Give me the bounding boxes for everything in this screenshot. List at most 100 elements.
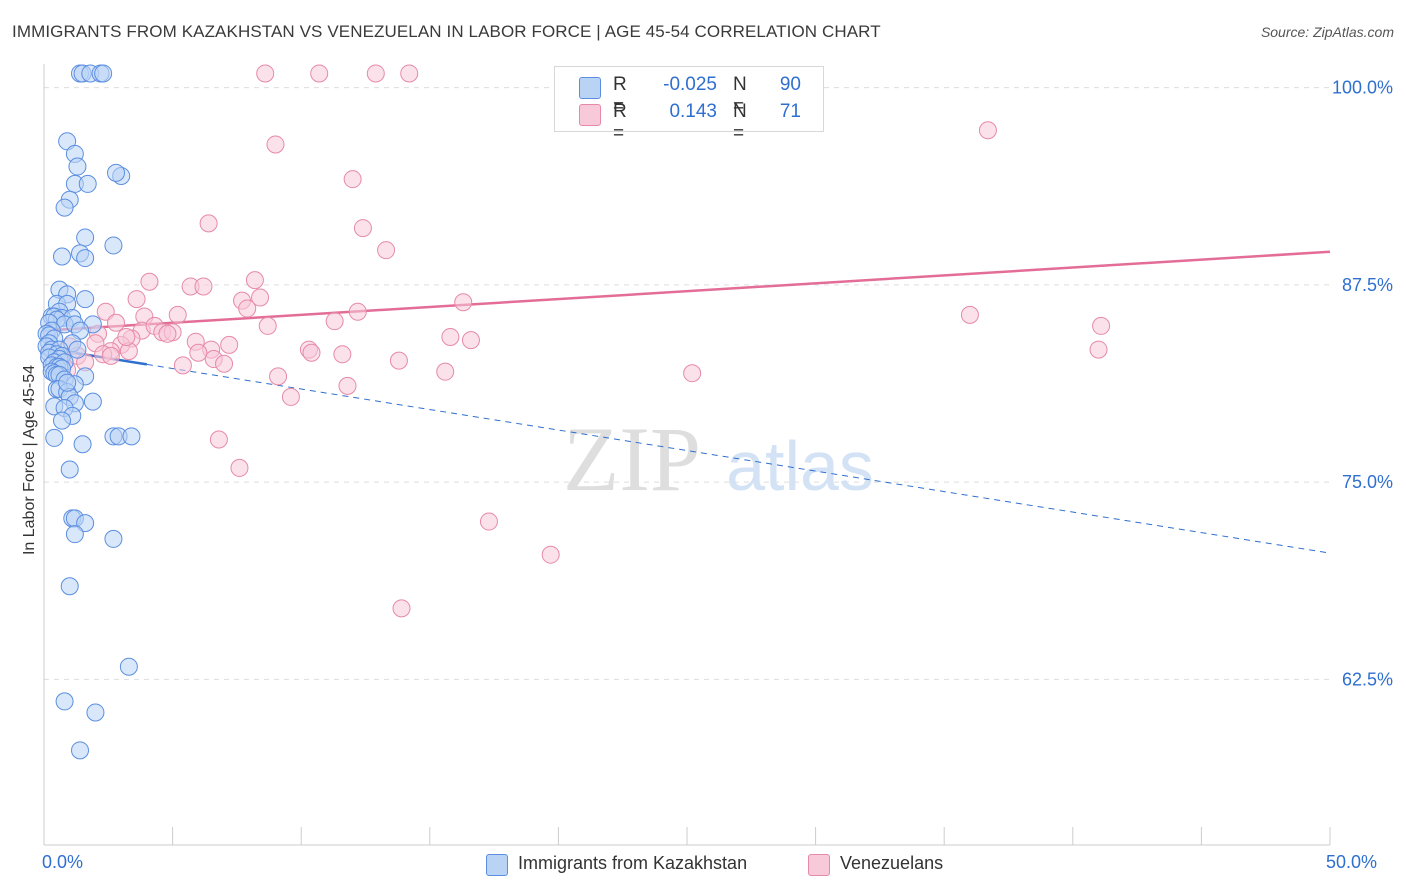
point-venezuelans	[1089, 340, 1108, 359]
point-venezuelans	[256, 64, 275, 83]
point-venezuelans	[281, 387, 300, 406]
point-venezuelans	[389, 351, 408, 370]
point-kazakhstan	[122, 427, 141, 446]
point-venezuelans	[220, 335, 239, 354]
point-venezuelans	[377, 241, 396, 260]
y-tick-label: 87.5%	[1342, 275, 1393, 295]
point-venezuelans	[454, 293, 473, 312]
point-venezuelans	[215, 354, 234, 373]
point-venezuelans	[960, 305, 979, 324]
stats-legend: R = -0.025 N = 90 R = 0.143 N = 71	[554, 66, 824, 144]
point-venezuelans	[348, 302, 367, 321]
point-venezuelans	[436, 362, 455, 381]
point-venezuelans	[168, 305, 187, 324]
point-kazakhstan	[45, 428, 64, 447]
point-kazakhstan	[104, 529, 123, 548]
point-kazakhstan	[76, 514, 95, 533]
point-venezuelans	[461, 331, 480, 350]
point-venezuelans	[238, 299, 257, 318]
point-venezuelans	[683, 364, 702, 383]
point-kazakhstan	[53, 411, 72, 430]
series-legend: Immigrants from Kazakhstan Venezuelans	[0, 852, 1406, 878]
r-label: R =	[613, 101, 627, 144]
point-venezuelans	[127, 290, 146, 309]
point-kazakhstan	[60, 577, 79, 596]
n-label: N =	[733, 74, 747, 117]
point-kazakhstan	[104, 236, 123, 255]
point-venezuelans	[269, 367, 288, 386]
points-kazakhstan	[37, 64, 141, 760]
legend-swatch-pink	[808, 854, 830, 876]
point-venezuelans	[338, 376, 357, 395]
point-kazakhstan	[76, 228, 95, 247]
point-venezuelans	[325, 312, 344, 331]
point-venezuelans	[541, 545, 560, 564]
point-venezuelans	[479, 512, 498, 531]
point-kazakhstan	[76, 249, 95, 268]
x-tick-label-min: 0.0%	[42, 852, 84, 872]
point-kazakhstan	[55, 692, 74, 711]
r-value: 0.143	[669, 101, 717, 122]
y-tick-label: 62.5%	[1342, 669, 1393, 689]
point-kazakhstan	[83, 392, 102, 411]
gridlines	[44, 87, 1330, 680]
point-venezuelans	[251, 288, 270, 307]
point-venezuelans	[158, 324, 177, 343]
legend-swatch-blue	[486, 854, 508, 876]
point-venezuelans	[400, 64, 419, 83]
point-venezuelans	[353, 219, 372, 238]
points-venezuelans	[50, 64, 1111, 618]
point-venezuelans	[189, 343, 208, 362]
point-venezuelans	[258, 316, 277, 335]
point-venezuelans	[199, 214, 218, 233]
watermark: ZIP atlas	[563, 408, 874, 510]
point-venezuelans	[310, 64, 329, 83]
point-kazakhstan	[60, 460, 79, 479]
legend-swatch-pink	[579, 104, 601, 126]
point-venezuelans	[333, 345, 352, 364]
point-venezuelans	[392, 599, 411, 618]
point-kazakhstan	[119, 657, 138, 676]
trend-line-venezuelans	[43, 250, 1331, 332]
legend-label: Venezuelans	[840, 853, 944, 873]
x-tick-label-max: 50.0%	[1326, 852, 1378, 872]
watermark-zip: ZIP	[563, 408, 701, 510]
point-venezuelans	[266, 135, 285, 154]
point-venezuelans	[140, 272, 159, 291]
point-kazakhstan	[73, 435, 92, 454]
point-venezuelans	[230, 458, 249, 477]
point-kazakhstan	[65, 525, 84, 544]
point-venezuelans	[209, 430, 228, 449]
n-label: N =	[733, 101, 747, 144]
point-venezuelans	[302, 343, 321, 362]
point-kazakhstan	[107, 163, 126, 182]
point-kazakhstan	[53, 247, 72, 266]
n-value: 71	[779, 101, 801, 122]
point-venezuelans	[117, 327, 136, 346]
point-venezuelans	[978, 121, 997, 140]
r-label: R =	[613, 74, 627, 117]
point-venezuelans	[245, 271, 264, 290]
y-tick-label: 75.0%	[1342, 472, 1393, 492]
point-kazakhstan	[94, 64, 113, 83]
point-venezuelans	[194, 277, 213, 296]
point-kazakhstan	[71, 741, 90, 760]
source-credit: Source: ZipAtlas.com	[1260, 24, 1394, 40]
point-venezuelans	[107, 313, 126, 332]
point-venezuelans	[441, 327, 460, 346]
legend-label: Immigrants from Kazakhstan	[518, 853, 748, 873]
point-kazakhstan	[68, 340, 87, 359]
point-kazakhstan	[58, 373, 77, 392]
point-venezuelans	[96, 302, 115, 321]
point-venezuelans	[101, 346, 120, 365]
point-venezuelans	[1092, 316, 1111, 335]
point-kazakhstan	[76, 290, 95, 309]
chart-title: IMMIGRANTS FROM KAZAKHSTAN VS VENEZUELAN…	[12, 22, 881, 41]
point-venezuelans	[343, 170, 362, 189]
y-tick-label: 100.0%	[1332, 78, 1393, 98]
y-tick-labels: 62.5% 75.0% 87.5% 100.0%	[1332, 78, 1393, 690]
r-value: -0.025	[663, 74, 717, 95]
watermark-atlas: atlas	[726, 427, 874, 505]
trend-pink	[43, 250, 1331, 332]
